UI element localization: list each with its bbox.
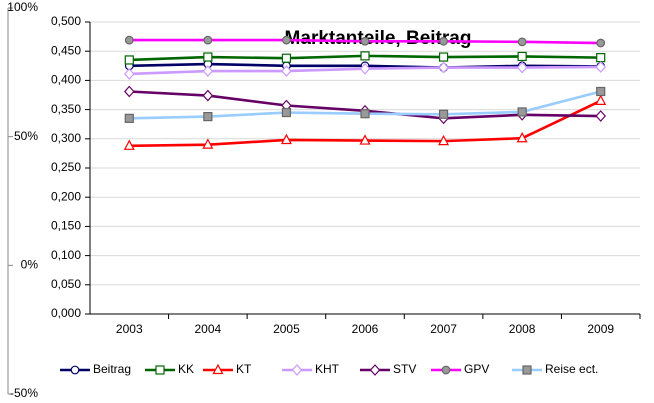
data-point bbox=[359, 134, 371, 145]
legend-label: KK bbox=[178, 362, 194, 376]
y-tick-label: 0,400 bbox=[51, 73, 81, 87]
x-tick-label: 2006 bbox=[352, 322, 379, 336]
y-tick-label: 0,500 bbox=[51, 14, 81, 28]
y-tick-label: 0,250 bbox=[51, 160, 81, 174]
data-point bbox=[359, 62, 371, 75]
chart-title: Marktanteile, Beitrag bbox=[285, 28, 472, 49]
data-point bbox=[202, 89, 214, 102]
data-point bbox=[360, 36, 370, 46]
data-point bbox=[281, 107, 292, 118]
data-point bbox=[517, 107, 527, 117]
data-point bbox=[595, 61, 607, 73]
data-point bbox=[595, 94, 607, 105]
legend-marker bbox=[155, 365, 165, 375]
data-point bbox=[123, 139, 135, 150]
data-point bbox=[203, 112, 213, 122]
x-tick-label: 2007 bbox=[430, 322, 457, 336]
data-point bbox=[203, 35, 213, 45]
data-point bbox=[516, 61, 528, 74]
data-point bbox=[202, 65, 214, 77]
y-tick-label: 0,050 bbox=[51, 277, 81, 291]
data-point bbox=[203, 52, 213, 62]
data-point bbox=[438, 52, 449, 62]
y-tick-label: 0,350 bbox=[51, 102, 81, 116]
y-tick-label: 0,200 bbox=[51, 189, 81, 203]
legend-label: GPV bbox=[464, 362, 489, 376]
legend-marker bbox=[291, 364, 303, 376]
data-point bbox=[360, 51, 370, 61]
data-point bbox=[438, 61, 449, 74]
data-point bbox=[438, 109, 449, 119]
y-tick-label: 0,000 bbox=[51, 306, 81, 320]
data-point bbox=[123, 68, 135, 80]
data-point bbox=[124, 35, 134, 45]
legend-label: KHT bbox=[315, 362, 340, 376]
legend-label: STV bbox=[393, 362, 416, 376]
x-tick-label: 2008 bbox=[509, 322, 536, 336]
data-point bbox=[517, 51, 527, 62]
data-point bbox=[282, 35, 291, 45]
data-point bbox=[596, 38, 606, 48]
data-point bbox=[280, 133, 292, 145]
y-tick-label: 0,150 bbox=[51, 219, 81, 233]
y2-tick-label: 100% bbox=[7, 0, 38, 14]
x-tick-label: 2005 bbox=[273, 322, 300, 336]
y-tick-label: 0,300 bbox=[51, 131, 81, 145]
y-tick-label: 0,100 bbox=[51, 248, 81, 262]
legend-marker bbox=[212, 363, 224, 375]
data-point bbox=[360, 109, 370, 119]
data-point bbox=[516, 131, 528, 143]
legend-marker bbox=[70, 365, 80, 375]
y-tick-label: 0,450 bbox=[51, 43, 81, 57]
legend-label: Reise ect. bbox=[545, 362, 598, 376]
data-point bbox=[595, 110, 607, 122]
data-point bbox=[438, 134, 450, 146]
data-point bbox=[596, 86, 606, 97]
data-point bbox=[439, 36, 448, 46]
x-tick-label: 2003 bbox=[116, 322, 143, 336]
y2-tick-label: 0% bbox=[21, 258, 39, 272]
data-point bbox=[596, 53, 606, 63]
legend-marker bbox=[522, 365, 532, 375]
legend-label: Beitrag bbox=[93, 362, 131, 376]
data-point bbox=[202, 138, 214, 149]
y2-tick-label: -50% bbox=[10, 386, 38, 400]
data-point bbox=[517, 37, 527, 47]
legend-marker bbox=[441, 365, 451, 375]
y2-tick-label: 50% bbox=[14, 129, 38, 143]
data-point bbox=[281, 53, 292, 63]
data-point bbox=[123, 85, 135, 98]
data-point bbox=[281, 65, 292, 77]
x-tick-label: 2009 bbox=[587, 322, 614, 336]
data-point bbox=[124, 55, 134, 65]
legend-marker bbox=[369, 364, 381, 376]
x-tick-label: 2004 bbox=[195, 322, 222, 336]
legend-label: KT bbox=[236, 362, 252, 376]
data-point bbox=[124, 113, 134, 123]
